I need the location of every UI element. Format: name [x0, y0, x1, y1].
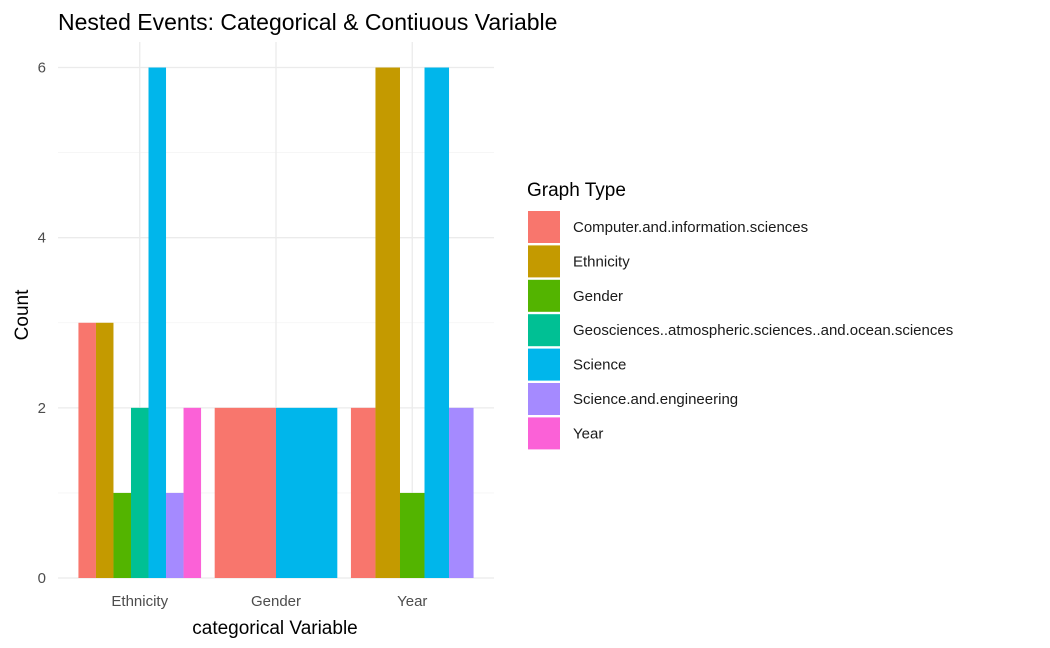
bar: [113, 492, 131, 578]
bar: [148, 67, 167, 579]
bar: [95, 322, 114, 578]
x-axis-title: categorical Variable: [192, 618, 357, 639]
chart-title: Nested Events: Categorical & Contiuous V…: [58, 9, 557, 35]
bar: [350, 407, 376, 578]
legend-label: Ethnicity: [573, 253, 630, 270]
legend-key: [528, 417, 560, 450]
legend-label: Computer.and.information.sciences: [573, 219, 808, 236]
bar: [130, 407, 149, 578]
bars: [78, 67, 474, 579]
legend-label: Gender: [573, 288, 623, 305]
x-tick-label: Year: [397, 593, 427, 610]
legend-key: [528, 348, 560, 381]
bar: [214, 407, 276, 578]
bar: [449, 407, 474, 578]
legend-label: Science.and.engineering: [573, 391, 738, 408]
bar: [424, 67, 450, 579]
bar: [183, 407, 202, 578]
legend-key: [528, 245, 560, 278]
y-axis-title: Count: [12, 289, 33, 340]
y-tick-label: 4: [38, 230, 46, 247]
bar: [166, 492, 184, 578]
x-tick-label: Ethnicity: [111, 593, 168, 610]
y-axis-ticks: 0 2 4 6: [38, 60, 46, 587]
bar: [78, 322, 96, 578]
bar: [375, 67, 400, 579]
x-axis-ticks: Ethnicity Gender Year: [111, 593, 427, 610]
legend-label: Geosciences..atmospheric.sciences..and.o…: [573, 322, 953, 339]
legend-items: Computer.and.information.sciences Ethnici…: [528, 211, 953, 450]
legend: Graph Type Computer.and.information.scie…: [527, 180, 953, 450]
x-tick-label: Gender: [251, 593, 301, 610]
legend-key: [528, 211, 560, 243]
y-tick-label: 6: [38, 60, 46, 77]
legend-key: [528, 279, 560, 312]
legend-label: Year: [573, 425, 603, 442]
bar: [276, 407, 338, 578]
bar: [399, 492, 425, 578]
legend-label: Science: [573, 357, 626, 374]
legend-title: Graph Type: [527, 180, 626, 201]
legend-key: [528, 383, 560, 415]
y-tick-label: 2: [38, 400, 46, 417]
y-tick-label: 0: [38, 570, 46, 587]
legend-key: [528, 314, 560, 347]
